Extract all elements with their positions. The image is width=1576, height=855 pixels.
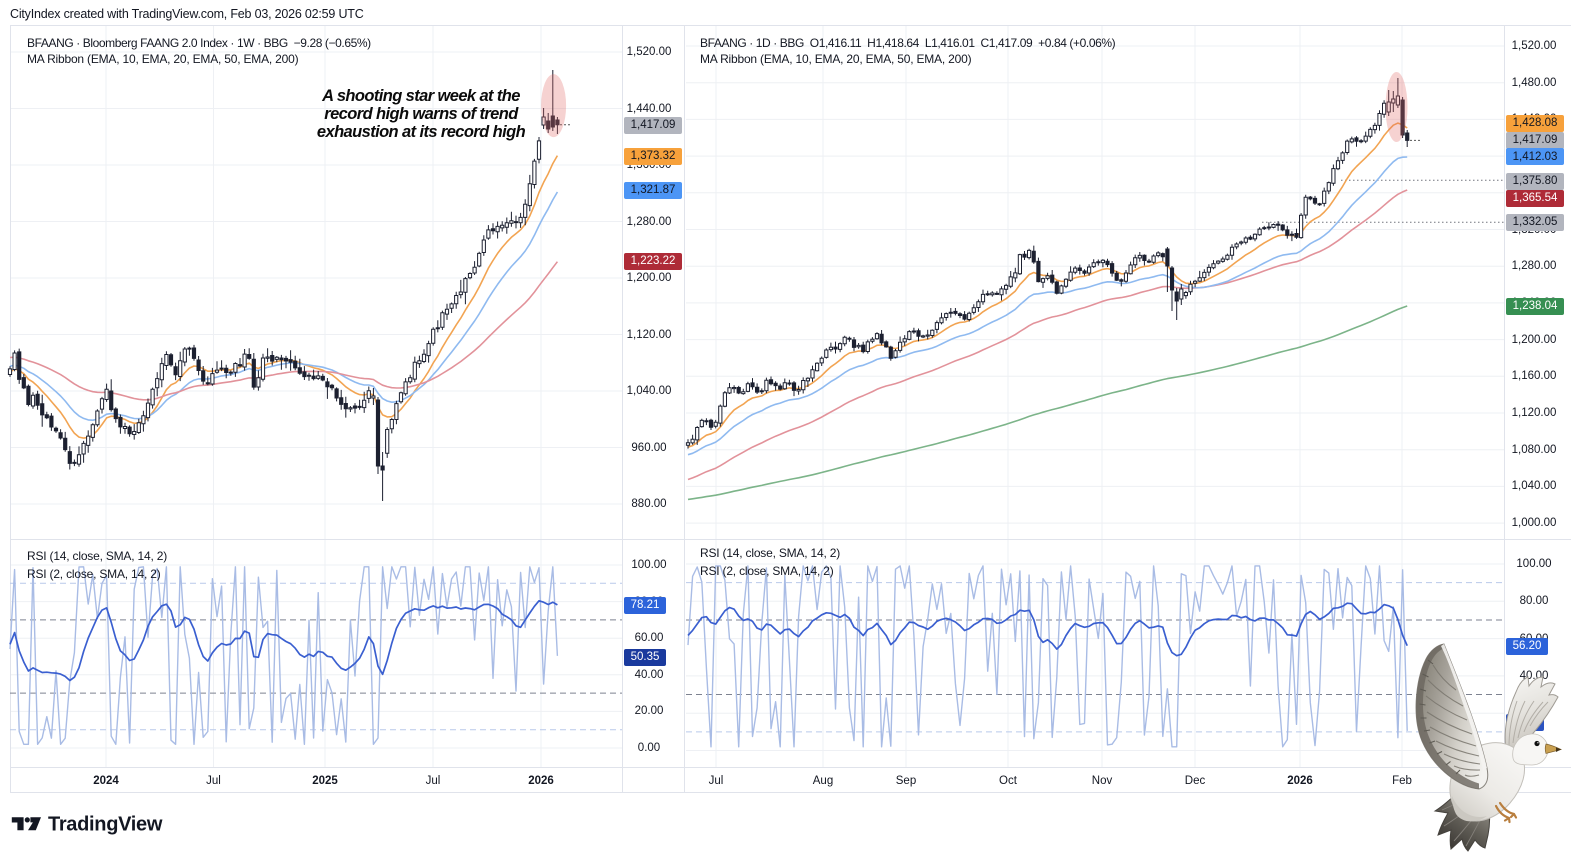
svg-text:TradingView: TradingView (48, 814, 163, 836)
